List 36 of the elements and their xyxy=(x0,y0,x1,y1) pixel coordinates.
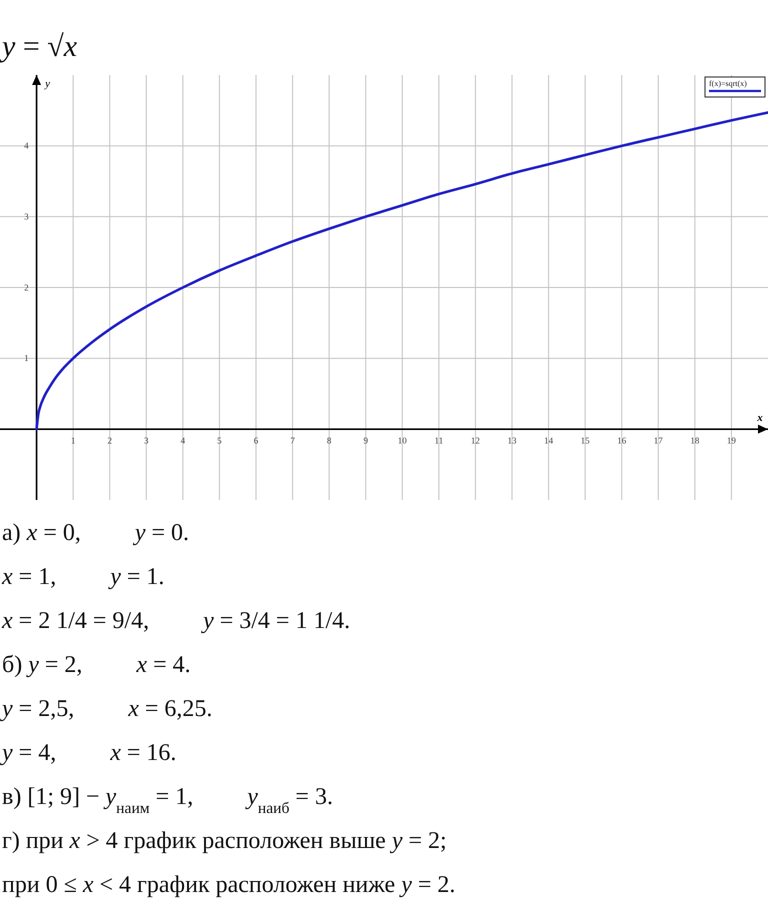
text: x = 2 1/4 = 9/4, y = 3/4 = 1 1/4. xyxy=(2,608,350,634)
x-tick-label: 15 xyxy=(580,436,590,446)
x-tick-label: 10 xyxy=(398,436,408,446)
x-tick-label: 1 xyxy=(70,436,76,446)
x-tick-label: 11 xyxy=(434,436,444,446)
y-tick-label: 3 xyxy=(24,212,30,222)
text: б) y = 2, x = 4. xyxy=(2,652,191,678)
x-tick-label: 14 xyxy=(544,436,554,446)
text: x = 1, y = 1. xyxy=(2,564,164,590)
x-tick-label: 16 xyxy=(617,436,627,446)
x-tick-label: 4 xyxy=(180,436,186,446)
y-tick-label: 1 xyxy=(24,353,29,364)
line-series xyxy=(35,111,768,430)
x-tick-label: 13 xyxy=(508,436,517,446)
y-tick-label: 2 xyxy=(24,282,29,292)
x-tick-label: 12 xyxy=(470,436,480,446)
text: г) при x > 4 график расположен выше y = 2; xyxy=(2,828,447,854)
x-tick-label: 18 xyxy=(690,436,700,446)
x-tick-label: 2 xyxy=(107,436,112,446)
x-tick-label: 19 xyxy=(726,436,736,446)
x-tick-label: 7 xyxy=(290,436,296,446)
text: в) [1; 9] − y$_{наим}$ = 1, y$_{наиб}$ = 3. xyxy=(2,784,333,816)
text: а) x = 0, y = 0. xyxy=(2,520,190,546)
x-tick-label: 6 xyxy=(254,436,259,446)
x-tick-label: 8 xyxy=(326,436,332,446)
x-tick-label: 17 xyxy=(654,436,664,446)
x-tick-label: 3 xyxy=(144,436,150,446)
y-axis-title: y xyxy=(44,78,50,90)
x-axis-title: x xyxy=(756,412,764,424)
text: f(x)=sqrt(x) xyxy=(709,79,748,88)
text: при 0 ≤ x < 4 график расположен ниже y = 2. xyxy=(2,872,456,898)
text: y = 2,5, x = 6,25. xyxy=(2,696,212,722)
x-tick-label: 9 xyxy=(363,436,368,446)
x-tick-label: 5 xyxy=(217,436,222,446)
y-tick-label: 4 xyxy=(24,140,30,151)
text: y = 4, x = 16. xyxy=(2,740,176,766)
